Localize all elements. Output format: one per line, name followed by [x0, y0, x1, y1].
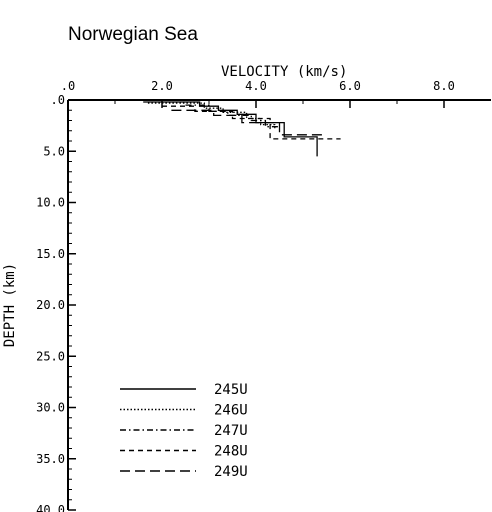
y-tick-label: 10.0 — [36, 196, 65, 210]
x-tick-label: 2.0 — [151, 79, 173, 93]
y-axis-title: DEPTH (km) — [2, 263, 18, 347]
chart-title: Norwegian Sea — [68, 24, 198, 45]
y-tick-label: .0 — [51, 93, 65, 107]
legend-label-245U: 245U — [214, 382, 248, 398]
legend: 245U 246U 247U 248U 249U — [120, 382, 248, 480]
legend-label-248U: 248U — [214, 444, 248, 460]
y-tick-label: 25.0 — [36, 349, 65, 363]
y-tick-label: 35.0 — [36, 452, 65, 466]
x-tick-label: .0 — [61, 79, 75, 93]
x-tick-label: 6.0 — [339, 79, 361, 93]
series-line-247U — [185, 104, 280, 128]
y-tick-label: 5.0 — [43, 144, 65, 158]
legend-label-247U: 247U — [214, 423, 248, 439]
series-line-249U — [171, 109, 327, 136]
axes: .0 2.0 4.0 6.0 8.0 VELOCITY (km/s) .0 5.0 10.0 15… — [2, 64, 491, 512]
legend-label-249U: 249U — [214, 464, 248, 480]
y-tick-label: 20.0 — [36, 298, 65, 312]
legend-label-246U: 246U — [214, 403, 248, 419]
x-tick-label: 4.0 — [245, 79, 267, 93]
x-axis-title: VELOCITY (km/s) — [221, 64, 347, 80]
y-tick-label: 40.0 — [36, 503, 65, 512]
x-tick-label: 8.0 — [433, 79, 455, 93]
y-tick-label: 30.0 — [36, 401, 65, 415]
series-group — [143, 101, 341, 157]
series-line-248U — [162, 105, 341, 140]
series-line-246U — [147, 102, 276, 129]
series-line-245U — [143, 101, 318, 157]
y-tick-label: 15.0 — [36, 247, 65, 261]
